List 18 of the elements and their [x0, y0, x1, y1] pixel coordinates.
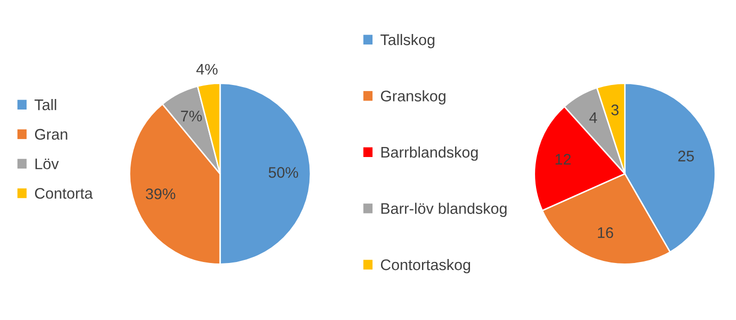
- data-label: 7%: [181, 110, 202, 122]
- legend-label: Barr-löv blandskog: [381, 202, 507, 217]
- legend-label: Contortaskog: [380, 258, 470, 274]
- data-label: 50%: [268, 167, 298, 178]
- legend-label: Löv: [35, 158, 59, 170]
- legend-label: Contorta: [35, 188, 93, 199]
- data-label: 25: [678, 150, 694, 162]
- legend-label: Barrblandskog: [381, 146, 478, 161]
- legend-label: Tall: [34, 99, 56, 110]
- data-label: 39%: [146, 188, 176, 200]
- data-label: 3: [611, 104, 619, 116]
- data-label: 4: [589, 112, 598, 123]
- data-label: 4%: [196, 64, 218, 75]
- legend-label: Gran: [35, 128, 68, 140]
- data-label: 12: [556, 154, 571, 165]
- legend-label: Tallskog: [380, 34, 434, 48]
- data-label: 16: [598, 227, 614, 238]
- legend-label: Granskog: [380, 90, 446, 104]
